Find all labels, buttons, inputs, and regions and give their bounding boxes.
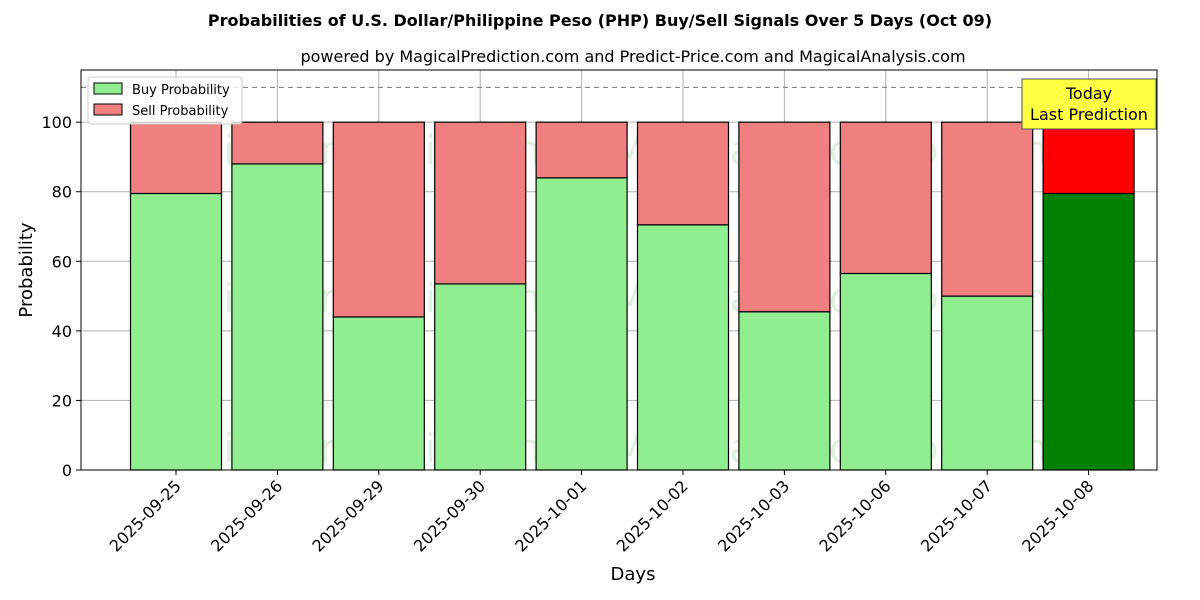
bar-sell-2025-10-01: [535, 121, 628, 179]
bar-sell-2025-10-03: [738, 121, 831, 313]
bar-buy-2025-09-25: [129, 192, 223, 471]
legend-label-buy: Buy Probability: [132, 83, 230, 98]
bars: [129, 121, 1135, 471]
bar-buy-2025-09-26: [231, 163, 324, 471]
x-axis: 2025-09-25 2025-09-26 2025-09-29 2025-09-30…: [106, 470, 1097, 556]
y-tick-label: 20: [52, 391, 72, 410]
x-tick-label: 2025-09-26: [207, 476, 286, 555]
today-annotation: Today Last Prediction: [1021, 78, 1157, 130]
y-tick-label: 0: [62, 461, 72, 480]
legend: Buy Probability Sell Probability: [87, 76, 243, 125]
x-tick-label: 2025-10-01: [511, 476, 590, 555]
annotation-line1: Today: [1065, 84, 1112, 103]
bar-sell-2025-09-29: [332, 121, 425, 318]
chart-title: Probabilities of U.S. Dollar/Philippine …: [208, 11, 992, 30]
bar-buy-2025-10-01: [535, 177, 628, 471]
chart-subtitle: powered by MagicalPrediction.com and Pre…: [300, 47, 965, 66]
legend-box: [87, 76, 243, 125]
y-tick-label: 80: [52, 183, 72, 202]
legend-swatch-sell: [93, 103, 123, 116]
bar-sell-2025-10-06: [839, 121, 932, 275]
bar-buy-2025-10-07: [941, 295, 1034, 471]
plot-frame: [80, 69, 1158, 471]
y-tick-label: 60: [52, 252, 72, 271]
x-axis-label: Days: [611, 564, 656, 585]
bar-sell-2025-10-07: [941, 121, 1034, 297]
y-axis-label: Probability: [16, 222, 37, 317]
annotation-box: [1021, 78, 1157, 130]
bar-buy-2025-09-29: [332, 316, 425, 471]
x-tick-label: 2025-09-25: [106, 476, 185, 555]
bar-sell-2025-09-30: [434, 121, 527, 285]
x-tick-label: 2025-09-29: [308, 476, 387, 555]
legend-swatch-buy: [93, 82, 123, 95]
bar-sell-2025-10-08: [1042, 121, 1135, 195]
bar-buy-2025-10-02: [636, 224, 730, 471]
bar-buy-2025-10-03: [738, 311, 831, 471]
x-tick-label: 2025-10-03: [714, 476, 793, 555]
x-tick-label: 2025-10-06: [815, 476, 894, 555]
x-tick-label: 2025-09-30: [410, 476, 489, 555]
y-tick-label: 100: [41, 113, 72, 132]
annotation-line2: Last Prediction: [1030, 105, 1148, 124]
bar-buy-2025-09-30: [434, 283, 527, 471]
x-tick-label: 2025-10-02: [613, 476, 692, 555]
bar-sell-2025-10-02: [636, 121, 730, 226]
bar-buy-2025-10-08: [1042, 192, 1135, 471]
bar-sell-2025-09-25: [129, 121, 223, 195]
y-axis: 0 20 40 60 80 100: [41, 113, 81, 480]
x-tick-label: 2025-10-08: [1018, 476, 1097, 555]
bar-buy-2025-10-06: [839, 272, 932, 471]
legend-label-sell: Sell Probability: [132, 104, 229, 119]
x-tick-label: 2025-10-07: [917, 476, 996, 555]
y-tick-label: 40: [52, 322, 72, 341]
bar-sell-2025-09-26: [231, 121, 324, 165]
